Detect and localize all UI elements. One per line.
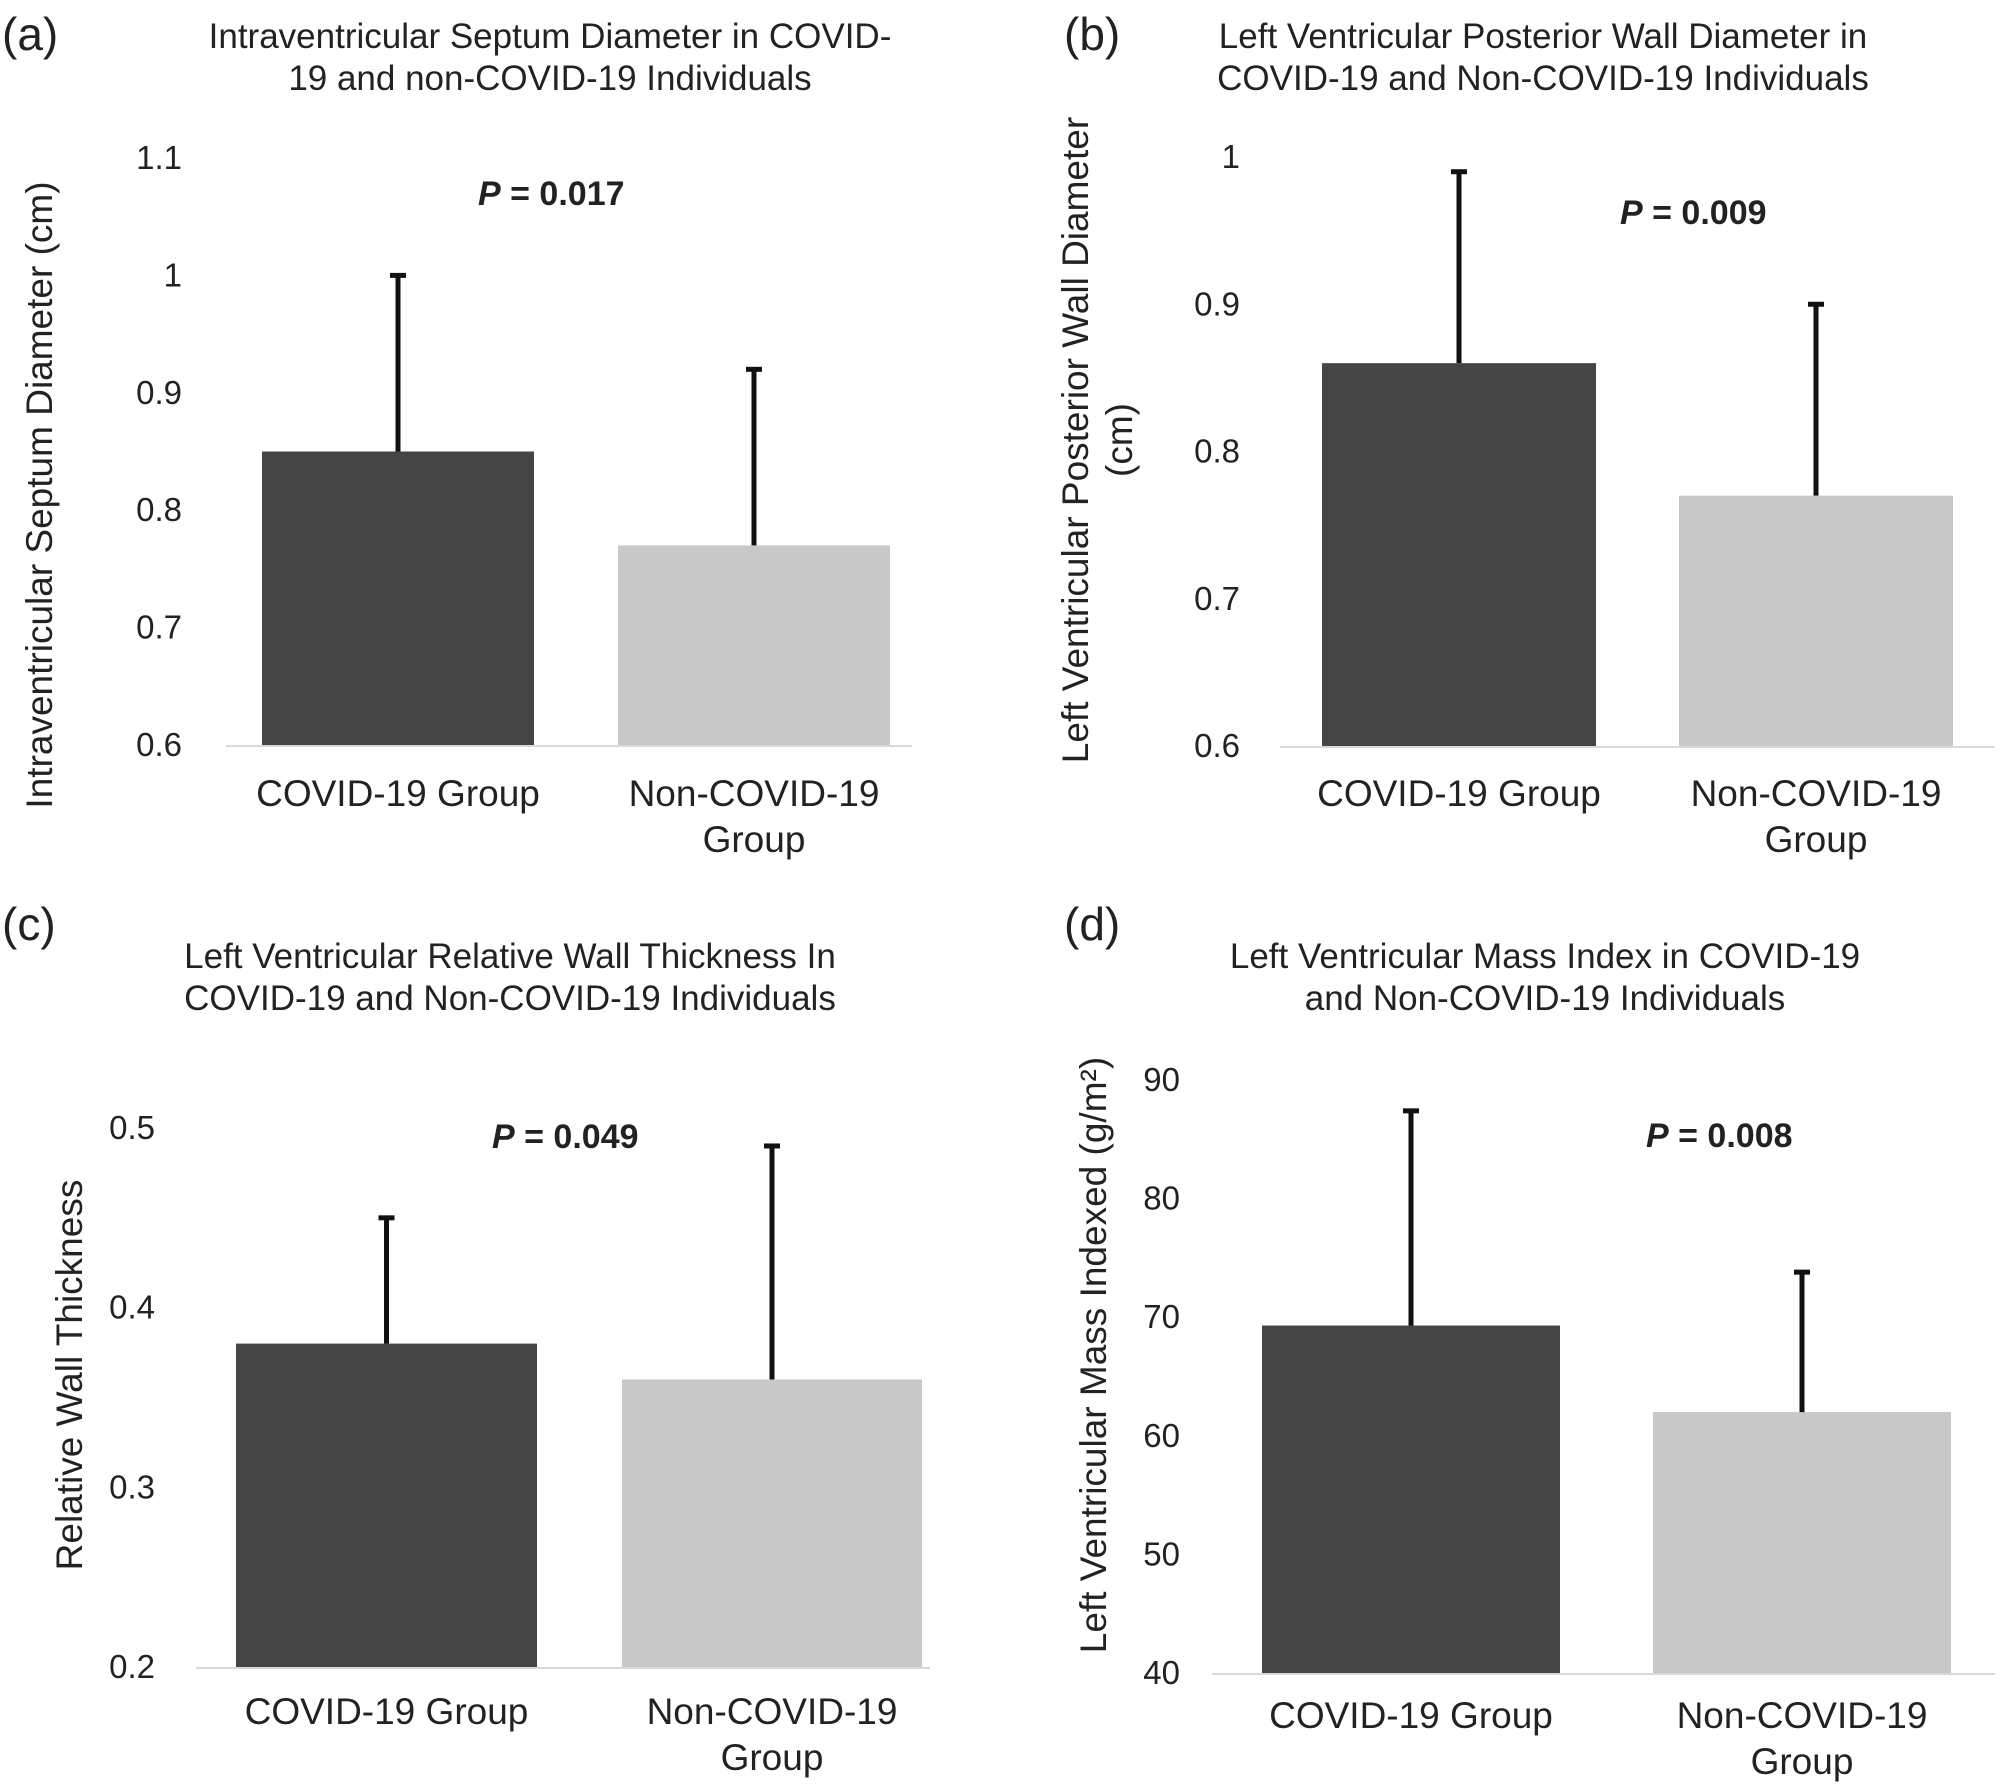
- y-tick-label: 0.7: [136, 609, 182, 646]
- y-tick-label: 0.8: [136, 491, 182, 528]
- p-value-text: = 0.009: [1643, 194, 1767, 232]
- y-axis-label: Left Ventricular Posterior Wall Diameter: [1055, 117, 1096, 763]
- x-category-label: Non-COVID-19: [647, 1691, 898, 1732]
- chart-panel-a: (a) Intraventricular Septum Diameter in C…: [2, 8, 912, 860]
- x-category-label: Non-COVID-19: [629, 773, 880, 814]
- x-category-label: COVID-19 Group: [1269, 1695, 1553, 1736]
- y-tick-label: 0.5: [109, 1109, 155, 1146]
- panel-label: (d): [1064, 898, 1120, 950]
- p-value-symbol: P: [492, 1118, 515, 1156]
- p-value-annotation: P = 0.049: [492, 1118, 639, 1156]
- y-axis-label: (cm): [1099, 403, 1140, 477]
- x-category-label: Group: [703, 819, 806, 860]
- bar-covid-19-group: [1262, 1325, 1560, 1673]
- y-tick-label: 0.9: [136, 374, 182, 411]
- bar-non-covid-19-group: [622, 1379, 922, 1667]
- y-tick-label: 0.3: [109, 1468, 155, 1505]
- y-tick-label: 1: [1222, 138, 1240, 175]
- p-value-text: = 0.008: [1669, 1117, 1793, 1155]
- y-tick-label: 70: [1143, 1298, 1180, 1335]
- y-tick-label: 80: [1143, 1180, 1180, 1217]
- chart-panel-c: (c) Left Ventricular Relative Wall Thickn…: [2, 898, 930, 1778]
- chart-title: COVID-19 and Non-COVID-19 Individuals: [1217, 59, 1869, 98]
- x-category-label: COVID-19 Group: [245, 1691, 529, 1732]
- y-tick-label: 1.1: [136, 139, 182, 176]
- bar-covid-19-group: [262, 451, 534, 745]
- chart-panel-b: (b) Left Ventricular Posterior Wall Diame…: [1055, 8, 1995, 860]
- bar-non-covid-19-group: [1679, 495, 1953, 746]
- x-category-label: Group: [721, 1737, 824, 1778]
- y-tick-label: 60: [1143, 1417, 1180, 1454]
- chart-title: COVID-19 and Non-COVID-19 Individuals: [184, 979, 836, 1018]
- x-category-label: Non-COVID-19: [1691, 773, 1942, 814]
- bar-non-covid-19-group: [618, 545, 890, 745]
- p-value-text: = 0.049: [515, 1118, 639, 1156]
- chart-panel-d: (d) Left Ventricular Mass Index in COVID-…: [1064, 898, 1995, 1782]
- y-tick-label: 0.6: [1194, 727, 1240, 764]
- chart-title: Left Ventricular Relative Wall Thickness…: [184, 937, 836, 976]
- y-tick-label: 0.7: [1194, 580, 1240, 617]
- bar-covid-19-group: [236, 1343, 537, 1667]
- y-axis-label: Relative Wall Thickness: [49, 1180, 90, 1571]
- p-value-annotation: P = 0.008: [1646, 1117, 1793, 1155]
- y-axis-label: Intraventricular Septum Diameter (cm): [19, 181, 60, 808]
- chart-title: 19 and non-COVID-19 Individuals: [288, 59, 811, 98]
- p-value-annotation: P = 0.017: [478, 175, 625, 213]
- p-value-symbol: P: [1620, 194, 1643, 232]
- p-value-annotation: P = 0.009: [1620, 194, 1767, 232]
- bar-covid-19-group: [1322, 363, 1596, 746]
- y-tick-label: 0.9: [1194, 285, 1240, 322]
- y-tick-label: 50: [1143, 1535, 1180, 1572]
- p-value-symbol: P: [1646, 1117, 1669, 1155]
- panel-label: (b): [1064, 8, 1120, 60]
- y-tick-label: 1: [164, 256, 182, 293]
- p-value-symbol: P: [478, 175, 501, 213]
- y-axis-label: Left Ventricular Mass Indexed (g/m²): [1073, 1057, 1114, 1653]
- chart-title: Intraventricular Septum Diameter in COVI…: [209, 17, 892, 56]
- x-category-label: Non-COVID-19: [1677, 1695, 1928, 1736]
- x-category-label: COVID-19 Group: [256, 773, 540, 814]
- x-category-label: COVID-19 Group: [1317, 773, 1601, 814]
- y-tick-label: 40: [1143, 1654, 1180, 1691]
- y-tick-label: 0.8: [1194, 433, 1240, 470]
- panel-label: (a): [2, 8, 58, 60]
- chart-title: and Non-COVID-19 Individuals: [1305, 979, 1786, 1018]
- chart-title: Left Ventricular Mass Index in COVID-19: [1230, 937, 1860, 976]
- x-category-label: Group: [1751, 1741, 1854, 1782]
- p-value-text: = 0.017: [501, 175, 625, 213]
- panel-label: (c): [2, 898, 56, 950]
- x-category-label: Group: [1765, 819, 1868, 860]
- y-tick-label: 0.6: [136, 726, 182, 763]
- chart-title: Left Ventricular Posterior Wall Diameter…: [1219, 17, 1867, 56]
- y-tick-label: 0.2: [109, 1648, 155, 1685]
- y-tick-label: 0.4: [109, 1289, 155, 1326]
- bar-non-covid-19-group: [1653, 1412, 1951, 1673]
- y-tick-label: 90: [1143, 1061, 1180, 1098]
